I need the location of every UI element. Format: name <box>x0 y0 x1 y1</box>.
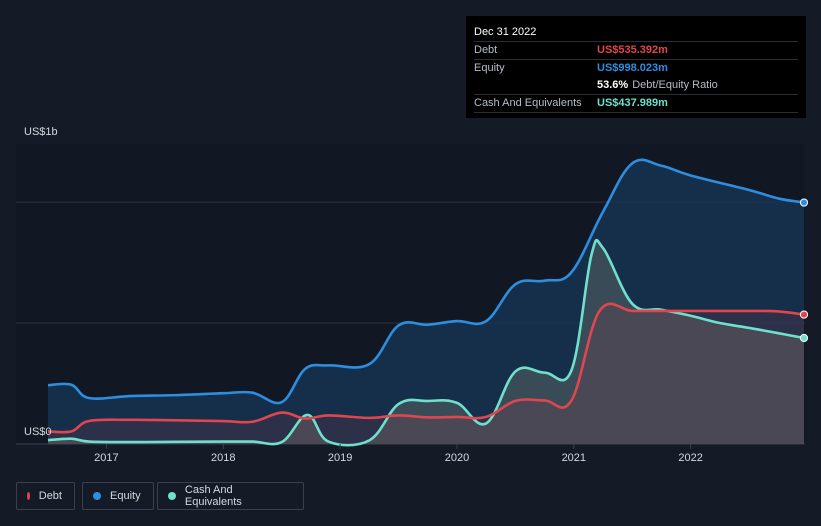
debt-end-marker[interactable] <box>799 310 809 319</box>
x-tick-label-2018: 2018 <box>211 452 235 464</box>
legend-cash-label: Cash And Equivalents <box>184 484 242 508</box>
cash-and-equivalents-line <box>47 238 805 447</box>
tooltip-row-debt: Debt US$535.392m <box>474 41 798 59</box>
tooltip-ratio-spacer <box>474 77 597 94</box>
legend-equity-label: Equity <box>110 490 141 502</box>
tooltip-row-cash: Cash And Equivalents US$437.989m <box>474 94 798 113</box>
x-tick-label-2019: 2019 <box>328 452 352 464</box>
series-areas <box>48 159 804 446</box>
legend-item-debt[interactable]: Debt <box>16 482 75 510</box>
cash-and-equivalents-area <box>48 240 804 446</box>
tooltip-row-ratio: 53.6% Debt/Equity Ratio <box>474 77 798 94</box>
y-axis-top-label: US$1b <box>24 126 58 138</box>
legend-debt-label: Debt <box>38 490 62 502</box>
x-tick-label-2021: 2021 <box>562 452 586 464</box>
tooltip-ratio-label: Debt/Equity Ratio <box>632 79 718 91</box>
data-tooltip: Dec 31 2022 Debt US$535.392m Equity US$9… <box>466 16 806 118</box>
tooltip-date: Dec 31 2022 <box>474 26 537 38</box>
tooltip-cash-value: US$437.989m <box>597 97 668 109</box>
equity-line <box>47 158 805 405</box>
tooltip-cash-label: Cash And Equivalents <box>474 97 582 109</box>
debt-area <box>48 303 804 444</box>
series-lines <box>47 158 805 447</box>
legend-item-cash[interactable]: Cash And Equivalents <box>157 482 304 510</box>
x-tick-label-2022: 2022 <box>678 452 702 464</box>
equity-end-marker[interactable] <box>799 198 809 207</box>
tooltip-debt-label: Debt <box>474 44 498 56</box>
cash-and-equivalents-end-marker[interactable] <box>799 333 809 343</box>
legend-item-equity[interactable]: Equity <box>82 482 154 510</box>
tooltip-equity-value: US$998.023m <box>597 62 668 74</box>
series-end-markers <box>799 198 809 343</box>
tooltip-row-equity: Equity US$998.023m <box>474 59 798 77</box>
x-axis-ticks: 2017 2018 2019 2020 2021 2022 <box>94 444 703 464</box>
debt-line <box>47 302 805 434</box>
tooltip-debt-value: US$535.392m <box>597 44 668 56</box>
x-tick-label-2017: 2017 <box>94 452 118 464</box>
tooltip-ratio-percent: 53.6% <box>597 79 629 91</box>
legend-debt-dot-icon <box>27 492 30 500</box>
tooltip-equity-label: Equity <box>474 62 505 74</box>
y-axis-bottom-label: US$0 <box>24 426 52 438</box>
legend-cash-dot-icon <box>168 492 176 500</box>
x-tick-label-2020: 2020 <box>445 452 469 464</box>
legend-equity-dot-icon <box>93 492 101 500</box>
